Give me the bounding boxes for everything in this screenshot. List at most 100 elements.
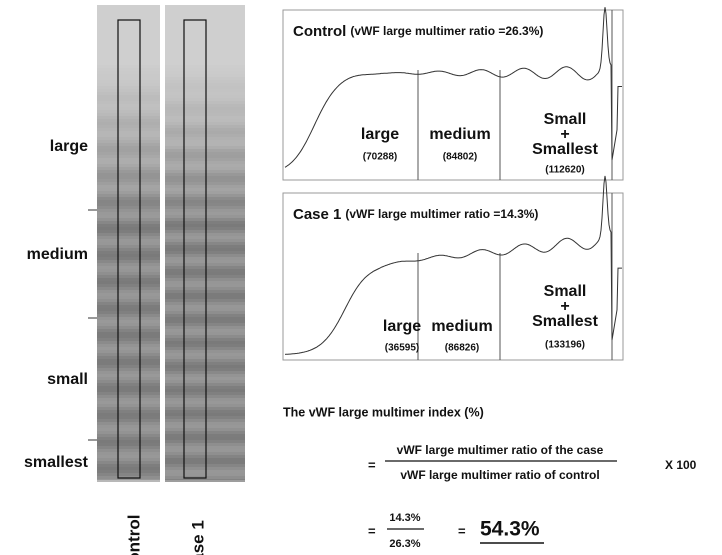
gel-band — [97, 221, 160, 224]
gel-band — [165, 377, 245, 380]
gel-band — [97, 314, 160, 317]
gel-band — [165, 398, 245, 401]
gel-band — [165, 161, 245, 164]
gel-band — [97, 353, 160, 356]
gel-band — [165, 167, 245, 170]
gel-band — [97, 302, 160, 305]
gel-band — [97, 446, 160, 449]
gel-band — [165, 158, 245, 161]
gel-band — [165, 332, 245, 335]
gel-band — [97, 287, 160, 290]
gel-band — [97, 413, 160, 416]
gel-band — [97, 197, 160, 200]
panel-subtitle: (vWF large multimer ratio =14.3%) — [345, 207, 538, 221]
gel-band — [165, 302, 245, 305]
gel-band — [97, 311, 160, 314]
control-ratio: 26.3% — [389, 538, 420, 550]
gel-band — [165, 125, 245, 128]
gel-band — [165, 404, 245, 407]
gel-band — [165, 179, 245, 182]
gel-band — [165, 110, 245, 113]
gel-band — [165, 209, 245, 212]
gel-band — [165, 419, 245, 422]
gel-band — [165, 296, 245, 299]
gel-band — [97, 233, 160, 236]
gel-band — [97, 170, 160, 173]
gel-band — [97, 338, 160, 341]
gel-band — [165, 104, 245, 107]
gel-band — [97, 281, 160, 284]
gel-band — [97, 305, 160, 308]
gel-band — [165, 359, 245, 362]
gel-band — [165, 458, 245, 461]
gel-band — [97, 368, 160, 371]
gel-band — [165, 230, 245, 233]
region-value: (133196) — [545, 340, 585, 351]
gel-band — [165, 365, 245, 368]
gel-band — [97, 380, 160, 383]
gel-band — [97, 89, 160, 92]
gel-band — [97, 65, 160, 68]
gel-band — [97, 416, 160, 419]
gel-band — [165, 98, 245, 101]
size-label: medium — [27, 246, 88, 263]
gel-band — [97, 398, 160, 401]
panel-subtitle: (vWF large multimer ratio =26.3%) — [350, 24, 543, 38]
gel-band — [97, 80, 160, 83]
gel-band — [97, 386, 160, 389]
gel-band — [165, 212, 245, 215]
gel-band — [97, 377, 160, 380]
gel-band — [165, 368, 245, 371]
gel-band — [165, 395, 245, 398]
gel-band — [165, 335, 245, 338]
gel-band — [97, 131, 160, 134]
gel-band — [97, 350, 160, 353]
gel-band — [97, 449, 160, 452]
gel-band — [165, 176, 245, 179]
gel-band — [97, 320, 160, 323]
region-label: large — [383, 318, 421, 335]
gel-band — [97, 140, 160, 143]
gel-band — [165, 320, 245, 323]
gel-band — [97, 299, 160, 302]
gel-band — [165, 140, 245, 143]
gel-band — [165, 146, 245, 149]
gel-band — [165, 356, 245, 359]
figure: largemediumsmallsmallestControlCase 1 Co… — [0, 0, 722, 555]
gel-band — [97, 401, 160, 404]
gel-band — [165, 170, 245, 173]
gel-band — [97, 359, 160, 362]
gel-band — [97, 434, 160, 437]
gel-band — [97, 113, 160, 116]
gel-band — [97, 143, 160, 146]
gel-band — [165, 116, 245, 119]
gel-band — [165, 329, 245, 332]
gel-band — [165, 239, 245, 242]
gel-band — [165, 425, 245, 428]
gel-band — [165, 311, 245, 314]
gel-band — [97, 383, 160, 386]
gel-band — [165, 245, 245, 248]
gel-band — [165, 80, 245, 83]
gel-band — [165, 374, 245, 377]
gel-band — [97, 317, 160, 320]
gel-band — [165, 107, 245, 110]
gel-band — [165, 95, 245, 98]
gel-band — [165, 122, 245, 125]
gel-band — [97, 179, 160, 182]
panel-title-text: Case 1 — [293, 206, 341, 223]
gel-band — [165, 440, 245, 443]
gel-band — [97, 329, 160, 332]
gel-band — [97, 362, 160, 365]
gel-band — [165, 197, 245, 200]
gel-band — [165, 380, 245, 383]
region-value: (86826) — [445, 343, 479, 354]
gel-band — [97, 83, 160, 86]
gel-band — [165, 362, 245, 365]
gel-band — [97, 407, 160, 410]
gel-band — [165, 416, 245, 419]
gel-band — [97, 230, 160, 233]
gel-band — [97, 341, 160, 344]
gel-band — [97, 419, 160, 422]
gel-band — [97, 326, 160, 329]
